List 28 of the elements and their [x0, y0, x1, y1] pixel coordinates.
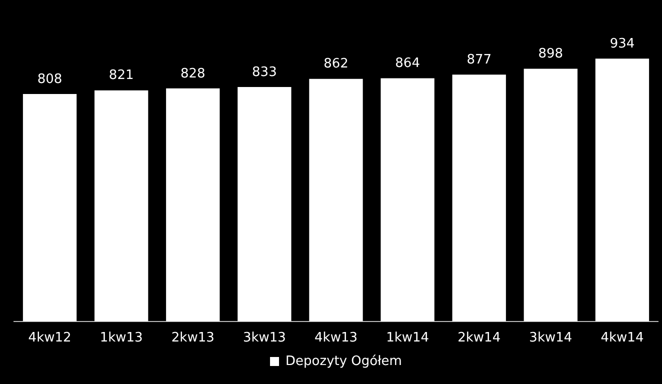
- x-tick-label: 1kw13: [100, 330, 143, 346]
- x-tick-label: 3kw13: [242, 330, 286, 346]
- bar: [380, 78, 434, 322]
- bar: [166, 88, 220, 322]
- data-label: 877: [466, 52, 492, 68]
- x-tick-label: 2kw13: [171, 330, 214, 346]
- bar: [595, 58, 650, 322]
- data-label: 808: [37, 72, 62, 87]
- data-label: 934: [610, 36, 635, 52]
- x-tick-label: 1kw14: [386, 330, 430, 346]
- x-tick-label: 2kw14: [458, 330, 501, 346]
- data-label: 828: [180, 66, 206, 82]
- data-label: 821: [108, 68, 134, 84]
- data-label: 833: [252, 64, 277, 80]
- bar: [94, 90, 148, 322]
- bar: [22, 94, 77, 322]
- x-tick-label: 4kw12: [28, 330, 72, 346]
- bar: [452, 74, 506, 322]
- data-label: 864: [395, 56, 420, 72]
- x-tick-label: 3kw14: [529, 330, 572, 346]
- data-label: 862: [324, 56, 348, 72]
- bar: [309, 78, 363, 322]
- x-tick-label: 4kw14: [600, 330, 644, 346]
- x-tick-label: 4kw13: [314, 330, 358, 346]
- data-label: 898: [538, 46, 564, 62]
- bar: [238, 86, 292, 322]
- bar: [524, 68, 578, 322]
- legend-label: Depozyty Ogółem: [286, 354, 402, 369]
